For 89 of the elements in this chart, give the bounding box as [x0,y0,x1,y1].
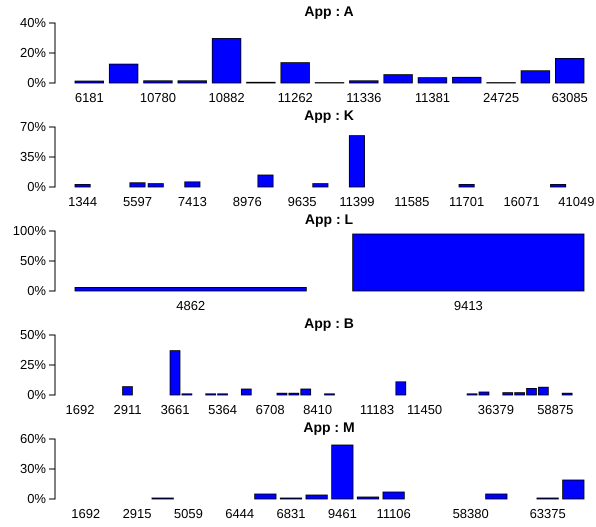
x-tick-label: 24725 [482,90,520,106]
x-tick-label: 9413 [454,298,483,314]
x-tick-label: 63085 [552,90,588,106]
bar [240,388,252,396]
bar [520,70,550,84]
y-tick-label: 30% [20,461,46,476]
x-tick-label: 6181 [74,90,104,106]
x-tick-label: 6444 [225,506,254,522]
x-tick-label: 41049 [558,194,594,210]
bar [306,494,328,500]
x-tick-label: 11585 [394,194,430,210]
bar [212,38,242,84]
y-tick-label: 0% [27,179,46,194]
x-tick-label: 5597 [123,194,152,210]
bar [257,174,274,188]
x-tick-label: 7413 [178,194,207,210]
bar [485,494,508,500]
x-tick-label: 2911 [114,402,142,418]
x-tick-label: 58380 [452,506,489,522]
x-tick-label: 11450 [406,402,442,418]
bar [129,182,146,188]
bar [382,492,405,500]
x-tick-label: 1692 [65,402,94,418]
bar [349,80,379,84]
x-tick-label: 2915 [122,506,152,522]
x-tick-label: 16071 [503,194,540,210]
bar [178,80,207,84]
bar [356,496,380,500]
x-tick-label: 36379 [478,402,514,418]
bar [395,381,406,396]
x-tick-label: 8976 [232,194,262,210]
y-tick-label: 60% [20,431,46,446]
y-tick-label: 25% [20,357,46,372]
bar [184,181,200,188]
y-tick-label: 0% [27,283,46,298]
bar [452,76,482,84]
x-tick-label: 11701 [449,194,484,210]
bar [383,74,413,84]
bar [562,480,584,500]
y-tick-label: 0% [27,491,46,506]
chart-title: App : M [303,419,355,435]
bar [280,62,310,84]
x-tick-label: 6831 [276,506,306,522]
y-tick-label: 40% [20,15,46,30]
bar [555,58,584,84]
x-tick-label: 9635 [288,194,317,210]
bar [550,184,566,188]
bar [331,444,354,500]
y-tick-label: 70% [20,119,46,134]
chart-title: App : L [304,211,354,227]
x-tick-label: 11106 [376,506,411,522]
y-tick-label: 0% [27,387,46,402]
y-tick-label: 50% [20,327,46,342]
y-tick-label: 20% [20,45,46,60]
bar [143,80,173,84]
chart-title: App : A [304,3,354,19]
bar [418,77,448,84]
bar [122,386,133,396]
x-tick-label: 1692 [71,506,100,522]
y-tick-label: 100% [12,223,46,238]
bar [458,184,475,188]
y-tick-label: 0% [27,75,46,90]
x-tick-label: 8410 [303,402,332,418]
x-tick-label: 5059 [174,506,203,522]
x-tick-label: 58875 [537,402,574,418]
bar [74,184,91,188]
bar [348,135,365,188]
x-tick-label: 11399 [339,194,375,210]
chart-title: App : K [304,107,354,123]
x-tick-label: 6708 [256,402,285,418]
x-tick-label: 11336 [346,90,382,106]
x-tick-label: 63375 [530,506,566,522]
x-tick-label: 1344 [68,194,98,210]
x-tick-label: 11381 [414,90,450,106]
x-tick-label: 4862 [176,298,206,314]
chart-title: App : B [304,315,354,331]
bar [108,64,138,84]
bar [254,494,276,500]
bar [148,183,164,188]
x-tick-label: 9461 [328,506,357,522]
x-tick-label: 11262 [278,90,313,106]
x-tick-label: 5364 [208,402,238,418]
x-tick-label: 10882 [208,90,245,106]
y-tick-label: 50% [20,253,46,268]
x-tick-label: 3661 [160,402,190,418]
x-tick-label: 11183 [360,402,394,418]
x-tick-label: 10780 [140,90,176,106]
bar [312,183,328,188]
y-tick-label: 35% [20,149,46,164]
